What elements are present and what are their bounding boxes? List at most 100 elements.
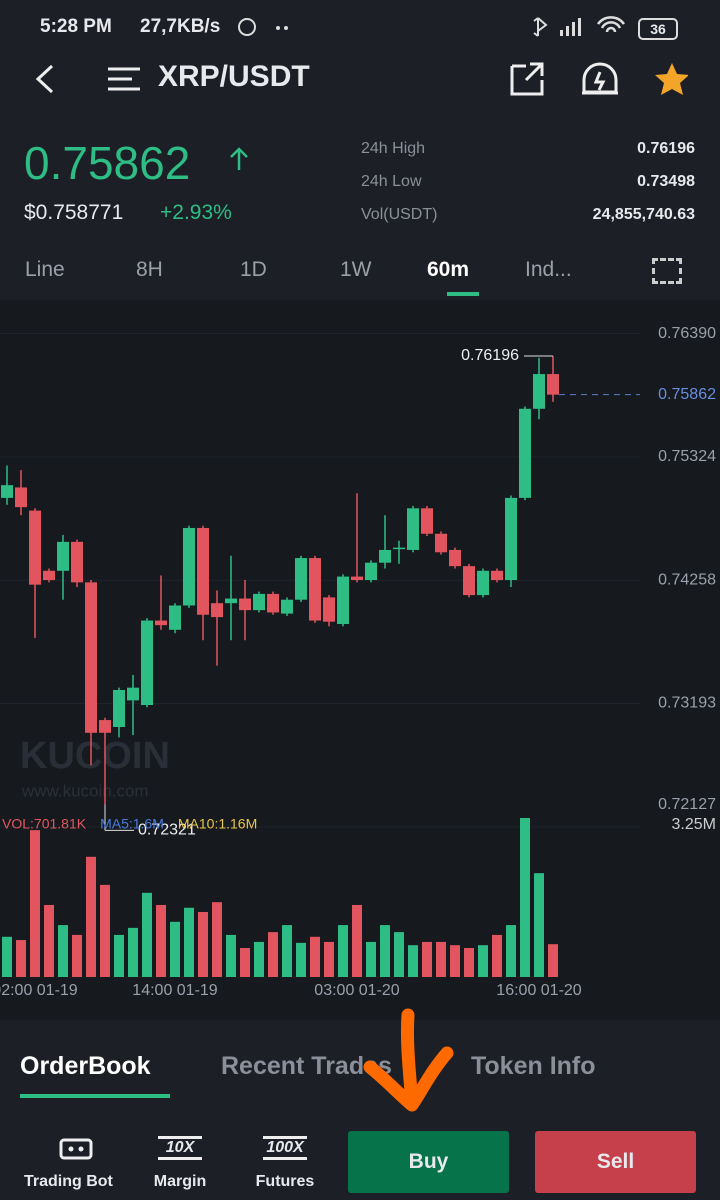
volume-bar xyxy=(506,925,516,977)
back-button[interactable] xyxy=(30,62,60,96)
last-price: 0.75862 xyxy=(24,137,191,189)
volume-bar xyxy=(422,941,432,977)
fullscreen-icon[interactable] xyxy=(652,258,682,284)
fiat-price: $0.758771 xyxy=(24,201,124,224)
candle-body xyxy=(449,549,461,567)
menu-icon[interactable] xyxy=(106,64,144,94)
candle-body xyxy=(85,582,97,733)
pair-title[interactable]: XRP/USDT xyxy=(158,60,310,93)
chart: KUCOIN www.kucoin.com 0.76390 0.75324 0.7425… xyxy=(0,325,716,999)
volume-bar xyxy=(478,945,488,977)
low-label: 0.72321 xyxy=(138,822,196,839)
tool-label[interactable]: Margin xyxy=(153,1173,207,1190)
volume-bar xyxy=(72,934,82,977)
candle-body xyxy=(533,374,545,409)
candle-body xyxy=(197,527,209,615)
volume-bar xyxy=(450,945,460,977)
candle-body xyxy=(183,527,195,606)
sell-button[interactable]: Sell xyxy=(535,1131,696,1193)
candle-body xyxy=(505,497,517,581)
stat-value: 0.76196 xyxy=(637,140,695,157)
tab[interactable]: Recent Trades xyxy=(221,1052,392,1080)
volume-bar xyxy=(2,936,12,977)
interval-tab[interactable]: Ind... xyxy=(525,258,572,281)
volume-bar xyxy=(86,856,96,977)
candle-body xyxy=(71,541,83,583)
candle-body xyxy=(127,687,139,701)
tab[interactable]: Token Info xyxy=(471,1052,596,1080)
candle-body xyxy=(267,593,279,613)
volume-bar xyxy=(184,907,194,977)
candle-body xyxy=(379,549,391,563)
x-tick-label: 02:00 01-19 xyxy=(0,982,78,999)
volume-bar xyxy=(198,911,208,977)
volume-bar xyxy=(380,925,390,977)
candle-body xyxy=(519,408,531,498)
candle-body xyxy=(435,533,447,553)
tool-label[interactable]: Futures xyxy=(255,1173,315,1190)
tab-underline xyxy=(20,1094,170,1098)
volume-bar xyxy=(324,941,334,977)
time: 5:28 PM xyxy=(40,16,112,37)
volume-bar xyxy=(338,925,348,977)
y-tick-label: 0.76390 xyxy=(658,325,716,342)
volume-bar xyxy=(170,921,180,977)
volume-bar xyxy=(394,932,404,977)
price-change: +2.93% xyxy=(160,201,232,224)
buy-button[interactable]: Buy xyxy=(348,1131,509,1193)
y-tick-label: 0.72127 xyxy=(658,796,716,813)
volume-bar xyxy=(408,945,418,977)
candle-body xyxy=(477,570,489,596)
stat-value: 0.73498 xyxy=(637,173,695,190)
watermark: KUCOIN xyxy=(20,735,170,777)
volume-legend: MA5:1.6M xyxy=(100,816,164,832)
candle-body xyxy=(169,605,181,630)
volume-bar xyxy=(58,925,68,977)
watermark-url: www.kucoin.com xyxy=(21,781,149,800)
volume-tick-label: 3.25M xyxy=(672,816,716,833)
volume-bar xyxy=(464,948,474,977)
tool-label[interactable]: Trading Bot xyxy=(24,1173,113,1190)
interval-tab[interactable]: 60m xyxy=(427,258,470,281)
y-tick-label: 0.74258 xyxy=(658,571,716,588)
last-price-label: 0.75862 xyxy=(658,386,716,403)
candle-body xyxy=(211,603,223,618)
candle-body xyxy=(281,599,293,614)
y-tick-label: 0.75324 xyxy=(658,448,716,465)
interval-tab[interactable]: Line xyxy=(25,258,65,281)
volume-bar xyxy=(352,904,362,977)
volume-bar xyxy=(366,941,376,977)
status-icons-left xyxy=(238,18,288,36)
candle-body xyxy=(253,593,265,611)
volume-bar xyxy=(254,941,264,977)
stat-label: 24h Low xyxy=(361,173,422,190)
header-actions xyxy=(510,62,688,96)
volume-bar xyxy=(436,941,446,977)
candle-body xyxy=(155,620,167,626)
candle-body xyxy=(295,558,307,600)
annotation-arrow xyxy=(363,1008,454,1112)
volume-legend: MA10:1.16M xyxy=(178,816,257,832)
candle-body xyxy=(407,508,419,550)
candle-body xyxy=(1,485,13,498)
volume-bar xyxy=(520,817,530,977)
volume-bar xyxy=(128,927,138,977)
candle-body xyxy=(323,597,335,622)
candle-body xyxy=(43,570,55,581)
x-tick-label: 03:00 01-20 xyxy=(314,982,400,999)
volume-bar xyxy=(212,902,222,977)
candle-body xyxy=(463,566,475,596)
candle-body xyxy=(491,570,503,581)
candle-body xyxy=(547,374,559,395)
tab[interactable]: OrderBook xyxy=(20,1052,151,1080)
stat-value: 24,855,740.63 xyxy=(592,206,695,223)
tool-icon[interactable]: 100X xyxy=(263,1136,307,1160)
volume-bar xyxy=(492,934,502,977)
tool-icon[interactable]: 10X xyxy=(158,1136,202,1160)
interval-tab[interactable]: 8H xyxy=(136,258,163,281)
interval-tab[interactable]: 1W xyxy=(340,258,372,281)
stat-label: Vol(USDT) xyxy=(361,206,438,223)
volume-bar xyxy=(226,934,236,977)
bot-icon xyxy=(59,1138,93,1160)
interval-tab[interactable]: 1D xyxy=(240,258,267,281)
